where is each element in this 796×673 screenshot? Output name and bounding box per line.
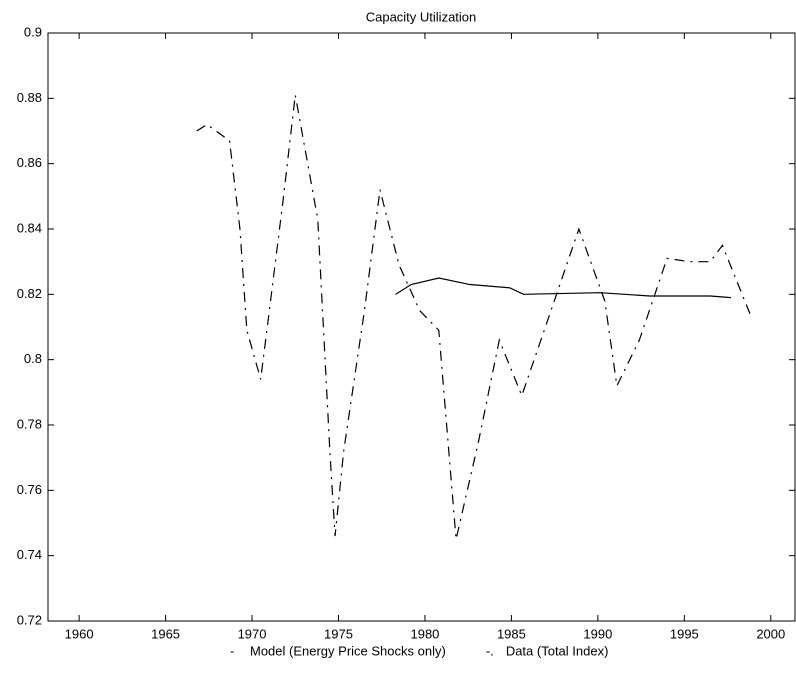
x-tick-label: 1990 [583,626,612,641]
series-line [395,277,732,299]
legend-label: Data (Total Index) [506,643,609,658]
legend-label: Model (Energy Price Shocks only) [250,643,446,658]
y-tick-label: 0.72 [17,612,42,627]
y-tick-label: 0.76 [17,482,42,497]
plot-frame [47,32,796,622]
x-tick-label: 1970 [238,626,267,641]
x-tick-label: 1960 [65,626,94,641]
x-tick-label: 2000 [756,626,785,641]
y-tick-label: 0.74 [17,547,42,562]
y-tick-label: 0.84 [17,220,42,235]
y-tick-label: 0.88 [17,90,42,105]
chart-title: Capacity Utilization [366,9,477,24]
y-tick-label: 0.8 [24,351,42,366]
y-tick-label: 0.86 [17,155,42,170]
x-tick-label: 1980 [410,626,439,641]
x-tick-label: 1995 [670,626,699,641]
series-line [196,94,751,540]
legend-marker: -. [486,643,494,658]
y-tick-label: 0.9 [24,24,42,39]
x-tick-label: 1965 [151,626,180,641]
x-tick-label: 1985 [497,626,526,641]
x-tick-label: 1975 [324,626,353,641]
y-tick-label: 0.82 [17,286,42,301]
y-tick-label: 0.78 [17,416,42,431]
legend-marker: - [230,643,234,658]
